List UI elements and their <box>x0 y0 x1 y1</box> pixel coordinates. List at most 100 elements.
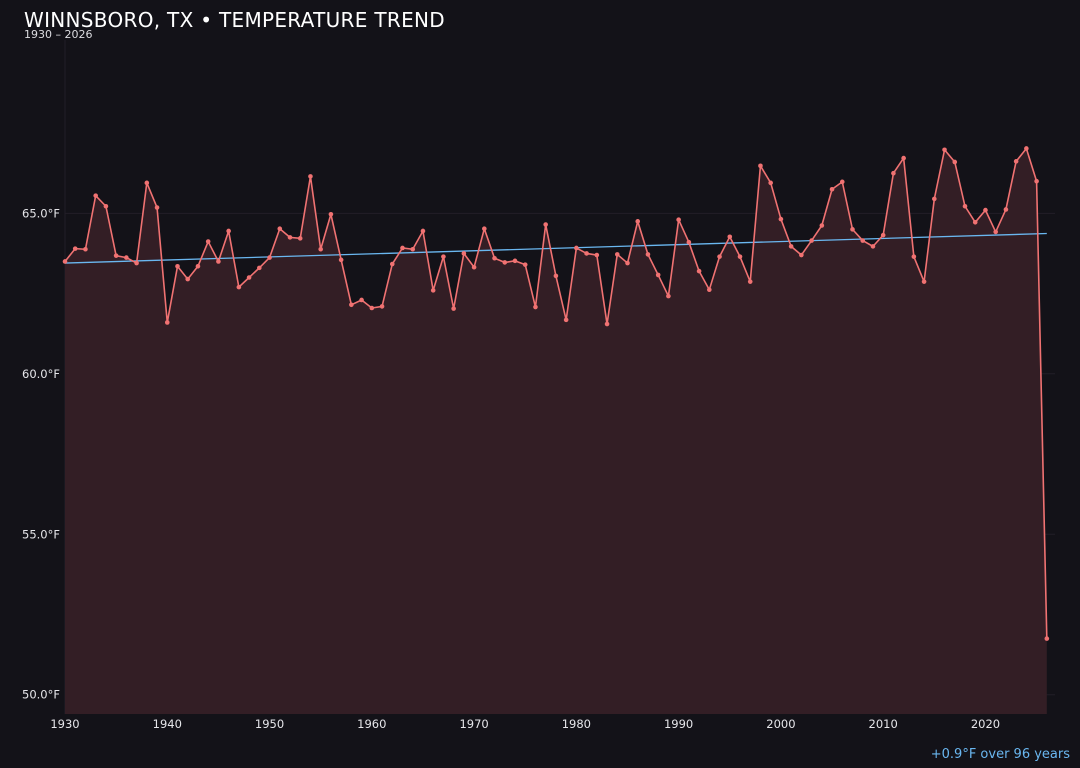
data-point <box>461 251 467 256</box>
trend-line <box>64 232 1047 264</box>
data-point <box>420 228 426 234</box>
data-point <box>512 258 518 264</box>
x-tick-label: 2000 <box>766 717 795 731</box>
data-point <box>543 222 548 227</box>
x-tick-label: 2010 <box>869 717 898 731</box>
data-point <box>635 219 641 224</box>
data-point <box>727 234 733 240</box>
data-point <box>860 238 866 243</box>
data-point <box>175 263 180 269</box>
data-point <box>737 254 743 259</box>
data-point <box>1003 207 1009 212</box>
data-point <box>768 180 773 186</box>
x-tick-label: 1930 <box>50 717 79 731</box>
x-tick-label: 1990 <box>664 717 693 731</box>
x-tick-label: 2020 <box>971 717 1000 731</box>
chart-subtitle: 1930 – 2026 <box>24 28 93 41</box>
data-point <box>441 254 446 259</box>
data-point <box>993 229 998 235</box>
data-point <box>103 203 109 209</box>
data-point <box>850 227 855 232</box>
temperature-area <box>65 148 1047 715</box>
data-point <box>594 252 600 258</box>
y-tick-label: 50.0°F <box>22 688 60 702</box>
data-point <box>287 235 293 240</box>
data-point <box>952 159 958 165</box>
data-point <box>369 305 375 311</box>
data-point <box>696 268 702 274</box>
data-point <box>983 207 988 213</box>
data-point <box>839 179 845 185</box>
data-point <box>1044 636 1050 641</box>
axis-layer: 50.0°F 55.0°F 60.0°F 65.0°F 1930 1940 1950 1960… <box>22 206 1000 731</box>
trend-layer <box>64 232 1047 264</box>
data-point <box>942 147 947 153</box>
data-point <box>83 246 88 252</box>
data-point <box>267 255 272 260</box>
data-point <box>972 220 978 225</box>
data-point <box>574 245 579 251</box>
data-point <box>553 273 559 279</box>
data-point <box>522 262 528 267</box>
data-point <box>113 253 119 258</box>
data-point <box>655 272 661 278</box>
data-point <box>932 196 937 202</box>
data-point <box>799 252 804 258</box>
data-point <box>625 260 630 266</box>
data-point <box>921 279 927 284</box>
data-point <box>318 246 323 252</box>
data-point <box>359 297 364 303</box>
data-point <box>870 244 876 249</box>
y-tick-label: 55.0°F <box>22 527 60 541</box>
data-point <box>277 226 283 232</box>
data-point <box>195 263 201 269</box>
data-point <box>911 254 917 259</box>
data-point <box>338 257 344 263</box>
data-point <box>400 245 405 251</box>
data-point <box>389 261 395 267</box>
area-layer <box>65 148 1047 715</box>
x-tick-label: 1940 <box>153 717 182 731</box>
data-point <box>707 287 712 293</box>
data-point <box>471 264 477 270</box>
data-point <box>1034 178 1039 184</box>
data-point <box>788 244 794 249</box>
x-tick-label: 1980 <box>562 717 591 731</box>
data-point <box>1013 159 1019 164</box>
data-point <box>533 304 538 310</box>
data-point <box>1024 146 1029 151</box>
data-point <box>747 279 753 284</box>
data-point <box>502 260 508 265</box>
x-tick-label: 1970 <box>459 717 488 731</box>
data-point <box>124 255 129 260</box>
data-point <box>144 180 150 186</box>
data-point <box>257 265 262 271</box>
data-point <box>962 203 968 209</box>
data-point <box>236 284 242 290</box>
data-point <box>205 239 211 244</box>
x-tick-label: 1950 <box>255 717 284 731</box>
data-point <box>93 193 98 198</box>
trend-summary: +0.9°F over 96 years <box>930 747 1070 762</box>
points-layer <box>62 146 1050 641</box>
data-point <box>676 217 681 223</box>
page-title: WINNSBORO, TX • TEMPERATURE TREND <box>24 8 445 32</box>
data-point <box>614 252 620 257</box>
data-point <box>891 170 896 176</box>
data-point <box>482 226 487 232</box>
data-point <box>451 306 456 311</box>
data-point <box>134 260 139 266</box>
data-point <box>216 259 221 264</box>
data-point <box>584 251 589 256</box>
data-point <box>778 216 784 222</box>
data-point <box>379 304 385 309</box>
y-tick-label: 65.0°F <box>22 206 60 220</box>
data-point <box>604 321 610 327</box>
y-tick-label: 60.0°F <box>22 367 60 381</box>
data-point <box>809 238 814 243</box>
data-point <box>297 236 303 241</box>
data-point <box>164 320 170 325</box>
data-point <box>645 252 651 257</box>
